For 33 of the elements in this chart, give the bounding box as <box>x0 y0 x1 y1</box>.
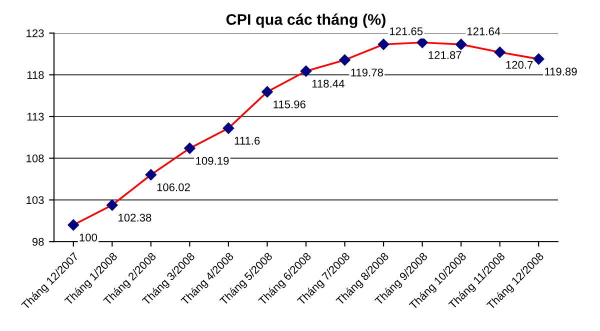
point <box>455 38 467 50</box>
data-label: 118.44 <box>312 80 344 88</box>
point <box>300 66 312 77</box>
point <box>184 142 196 154</box>
data-label: 121.64 <box>467 27 500 36</box>
data-label: 100 <box>80 234 98 242</box>
point <box>533 53 544 65</box>
y-tick-label: 118 <box>27 71 44 79</box>
y-tick-label: 108 <box>26 154 44 162</box>
data-label: 119.89 <box>545 68 577 76</box>
data-label: 121.87 <box>428 51 462 60</box>
point <box>222 122 234 134</box>
point <box>106 199 118 211</box>
data-label: 102.38 <box>118 214 152 222</box>
data-label: 121.65 <box>390 27 423 36</box>
data-label: 111.6 <box>234 136 260 145</box>
point <box>378 38 390 50</box>
y-tick-label: 103 <box>26 196 44 204</box>
chart-title: CPI qua các tháng (%) <box>226 14 386 28</box>
y-tick-label: 113 <box>27 112 44 121</box>
data-label: 106.02 <box>157 183 190 192</box>
point <box>68 219 79 231</box>
point <box>494 46 506 58</box>
data-label: 120.7 <box>506 60 533 69</box>
point <box>145 169 157 180</box>
point <box>262 86 273 98</box>
y-tick-label: 98 <box>32 238 44 246</box>
data-label: 115.96 <box>274 100 306 108</box>
data-label: 109.19 <box>196 156 229 165</box>
y-tick-label: 123 <box>26 29 44 38</box>
data-label: 119.78 <box>351 68 384 76</box>
point <box>416 36 428 48</box>
point <box>339 54 350 66</box>
